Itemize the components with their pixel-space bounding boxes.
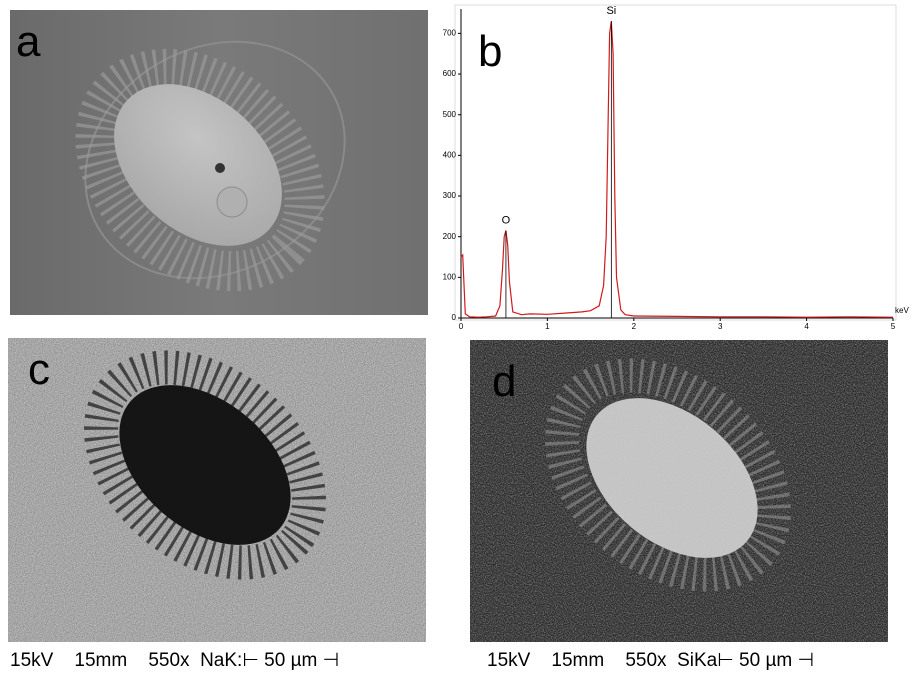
panel-a xyxy=(10,10,428,315)
panel-label: b xyxy=(478,27,502,76)
peak-label: O xyxy=(502,215,511,227)
y-tick-label: 400 xyxy=(443,150,457,159)
x-tick-label: 2 xyxy=(632,322,637,331)
x-axis-label: keV xyxy=(895,306,909,315)
panel-label: d xyxy=(492,357,516,406)
y-tick-label: 300 xyxy=(443,191,457,200)
caption: 15kV 15mm 550x SiKa⊢ 50 µm ⊣ xyxy=(487,650,814,671)
panel-label: c xyxy=(28,345,50,394)
y-tick-label: 700 xyxy=(443,29,457,38)
panel-label: a xyxy=(16,17,41,66)
crystal-fringe xyxy=(84,350,326,580)
x-tick-label: 5 xyxy=(891,322,896,331)
panel-d xyxy=(470,340,888,642)
spot xyxy=(216,186,248,218)
y-tick-label: 200 xyxy=(443,232,457,241)
crystal-fringe xyxy=(75,48,325,292)
x-tick-label: 0 xyxy=(459,322,464,331)
panel-c xyxy=(8,338,426,642)
particle xyxy=(586,398,758,558)
y-tick-label: 0 xyxy=(452,313,457,322)
y-tick-label: 100 xyxy=(443,272,457,281)
spectrum-line xyxy=(460,21,894,318)
x-tick-label: 4 xyxy=(804,322,809,331)
pit xyxy=(215,163,225,173)
y-tick-label: 600 xyxy=(443,69,457,78)
y-tick-label: 500 xyxy=(443,110,457,119)
particle xyxy=(119,385,291,545)
x-tick-label: 3 xyxy=(718,322,723,331)
spectrum-chart: 0 100 200 300 400 500 600 700 0 1 2 3 4 5 keV O Si b xyxy=(443,4,909,331)
plot-frame xyxy=(454,4,897,321)
peak-label: Si xyxy=(606,5,616,17)
caption: 15kV 15mm 550x NaK:⊢ 50 µm ⊣ xyxy=(10,650,339,671)
crystal-fringe xyxy=(545,358,791,592)
x-tick-label: 1 xyxy=(545,322,550,331)
